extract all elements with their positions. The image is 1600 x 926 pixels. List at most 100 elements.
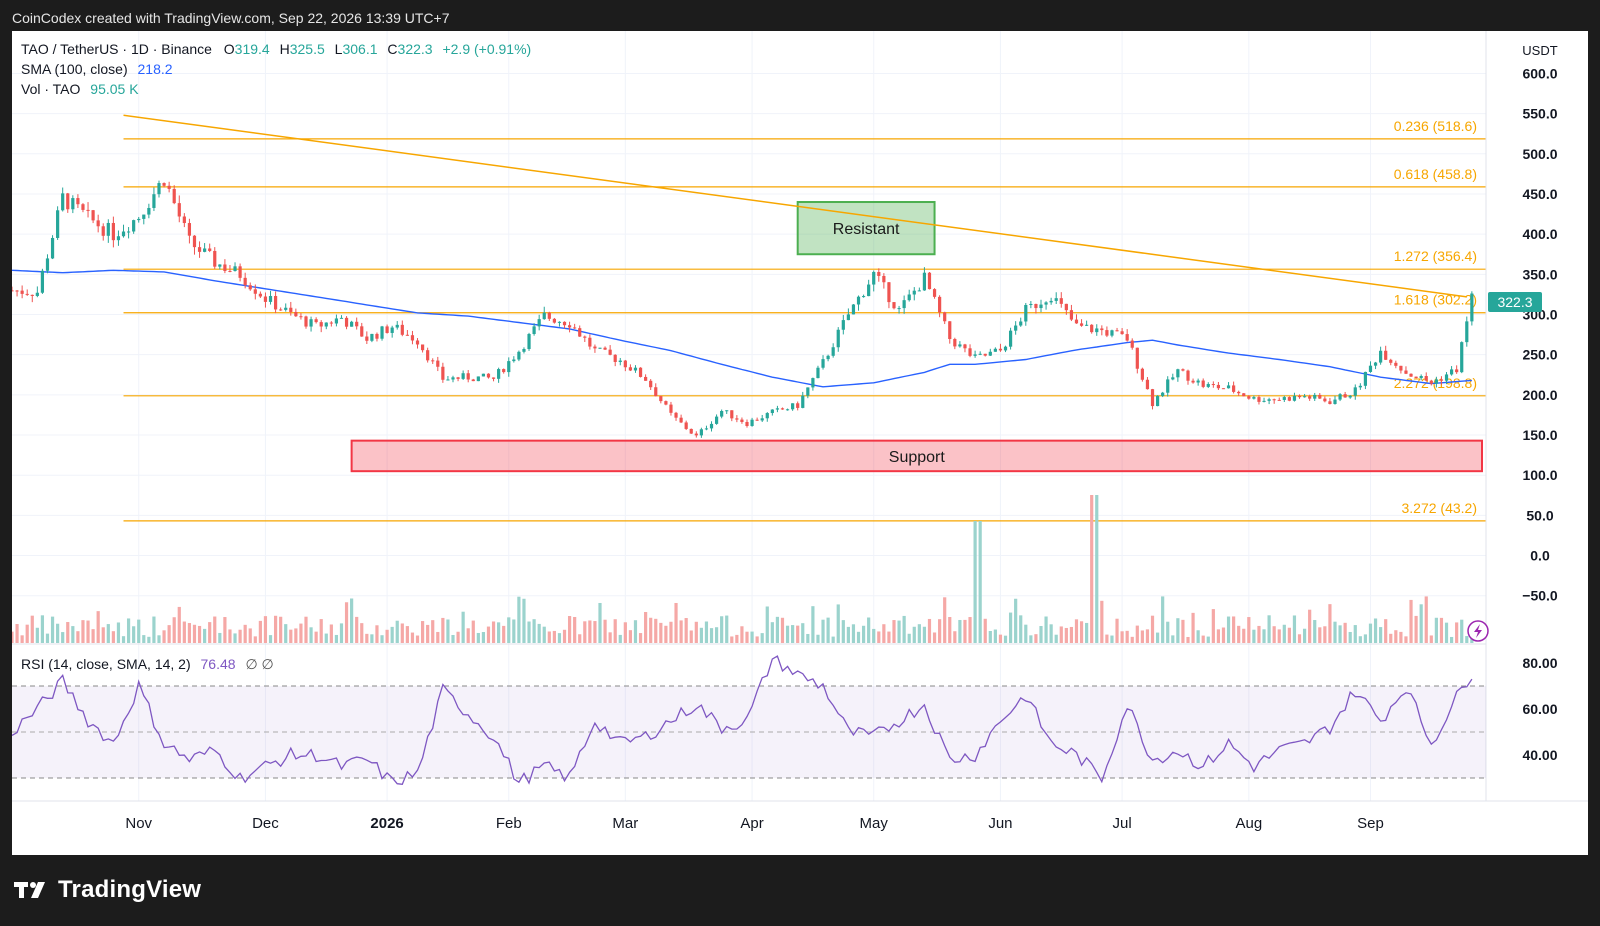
volume-bar bbox=[1120, 631, 1124, 643]
volume-bar bbox=[1343, 622, 1347, 643]
vol-label[interactable]: Vol · TAO bbox=[21, 81, 81, 97]
volume-bar bbox=[50, 616, 55, 643]
candle-body bbox=[50, 237, 55, 259]
volume-bar bbox=[96, 611, 100, 643]
volume-bar bbox=[1313, 620, 1317, 643]
candle-body bbox=[725, 410, 729, 412]
rsi-label[interactable]: RSI (14, close, SMA, 14, 2) bbox=[21, 656, 191, 672]
candle-body bbox=[740, 419, 744, 422]
high-value: 325.5 bbox=[290, 41, 325, 57]
volume-bar bbox=[1277, 629, 1281, 643]
volume-bar bbox=[1429, 635, 1433, 643]
candle-body bbox=[1277, 399, 1281, 401]
volume-bar bbox=[659, 622, 663, 643]
candle-body bbox=[512, 359, 516, 362]
volume-bar bbox=[938, 619, 942, 643]
time-axis[interactable]: Nov Dec 2026 Feb Mar Apr May Jun Jul Aug Sep bbox=[125, 815, 1383, 832]
candle-body bbox=[1419, 376, 1423, 379]
volume-bar bbox=[106, 624, 110, 643]
candle-body bbox=[730, 410, 734, 419]
rsi-axis[interactable]: 80.00 60.00 40.00 bbox=[1522, 655, 1557, 763]
price-chart[interactable]: Resistant Support 0.236 (518.6) 0.618 (45… bbox=[10, 31, 1588, 855]
open-label: O bbox=[224, 41, 235, 57]
volume-bar bbox=[1348, 631, 1352, 643]
candle-body bbox=[187, 223, 192, 236]
candle-body bbox=[40, 270, 45, 293]
volume-bar bbox=[740, 626, 744, 643]
candle-body bbox=[1455, 369, 1459, 373]
candle-body bbox=[481, 373, 486, 377]
volume-bar bbox=[861, 625, 866, 643]
sma-label[interactable]: SMA (100, close) bbox=[21, 61, 128, 77]
volume-bar bbox=[1221, 627, 1226, 643]
candle-body bbox=[593, 346, 597, 349]
volume-bar bbox=[1074, 619, 1079, 643]
candle-body bbox=[1140, 368, 1144, 380]
candle-body bbox=[1171, 377, 1175, 380]
legend-row-2: SMA (100, close) 218.2 bbox=[21, 61, 173, 77]
volume-bar bbox=[1368, 623, 1373, 643]
candle-body bbox=[861, 296, 866, 298]
candle-body bbox=[542, 312, 546, 320]
volume-bar bbox=[882, 624, 886, 643]
chart-panel[interactable]: Resistant Support 0.236 (518.6) 0.618 (45… bbox=[10, 31, 1588, 855]
candle-body bbox=[137, 218, 141, 221]
candle-body bbox=[1221, 388, 1226, 390]
volume-bar bbox=[669, 621, 673, 643]
volume-bar bbox=[76, 631, 80, 643]
candle-body bbox=[547, 312, 551, 319]
candle-body bbox=[791, 403, 795, 410]
candle-body bbox=[877, 271, 881, 276]
candle-body bbox=[370, 333, 374, 341]
volume-bar bbox=[872, 628, 876, 643]
candle-body bbox=[15, 290, 19, 292]
volume-bar bbox=[998, 634, 1003, 643]
candle-body bbox=[689, 428, 693, 434]
fib-label: 0.236 (518.6) bbox=[1394, 118, 1477, 134]
volume-bar bbox=[243, 624, 247, 643]
volume-bar bbox=[1328, 604, 1332, 643]
candle-body bbox=[578, 328, 582, 337]
candle-body bbox=[132, 220, 136, 232]
volume-bar bbox=[856, 631, 861, 643]
volume-bar bbox=[497, 622, 501, 643]
volume-bar bbox=[745, 631, 749, 643]
volume-bar bbox=[968, 617, 972, 643]
candle-body bbox=[20, 290, 24, 294]
candle-body bbox=[243, 277, 247, 286]
currency-label[interactable]: USDT bbox=[1522, 43, 1557, 58]
price-axis[interactable]: 600.0550.0500.0450.0400.0350.0300.0250.0… bbox=[1522, 65, 1558, 603]
volume-bar bbox=[867, 617, 871, 643]
symbol-name[interactable]: TAO / TetherUS · 1D · Binance bbox=[21, 41, 212, 57]
candle-body bbox=[1308, 396, 1312, 399]
candle-body bbox=[1085, 324, 1089, 326]
volume-bar bbox=[567, 616, 572, 643]
candle-body bbox=[1434, 379, 1438, 384]
candle-body bbox=[1079, 323, 1084, 326]
volume-bar bbox=[562, 629, 567, 643]
candle-body bbox=[821, 359, 825, 368]
volume-bar bbox=[248, 628, 252, 643]
volume-bar bbox=[841, 620, 845, 643]
candle-body bbox=[86, 209, 90, 211]
volume-bar bbox=[887, 631, 891, 643]
volume-bar bbox=[1216, 629, 1221, 643]
candle-body bbox=[182, 216, 186, 224]
volume-bar bbox=[1262, 629, 1266, 643]
time-tick-label: Jul bbox=[1113, 815, 1132, 832]
candle-body bbox=[410, 335, 415, 341]
tradingview-logo[interactable]: TradingView bbox=[14, 876, 201, 904]
candle-body bbox=[1003, 346, 1008, 351]
candle-body bbox=[258, 293, 262, 297]
candle-body bbox=[279, 309, 283, 311]
volume-bar bbox=[451, 634, 455, 643]
volume-bar bbox=[1318, 627, 1322, 643]
volume-bar bbox=[507, 617, 511, 643]
candle-body bbox=[867, 284, 871, 297]
volume-bar bbox=[1394, 630, 1398, 643]
volume-bar bbox=[588, 620, 592, 643]
volume-bar bbox=[182, 621, 186, 643]
volume-bar bbox=[1201, 635, 1205, 643]
open-value: 319.4 bbox=[235, 41, 270, 57]
volume-bar bbox=[512, 619, 516, 643]
